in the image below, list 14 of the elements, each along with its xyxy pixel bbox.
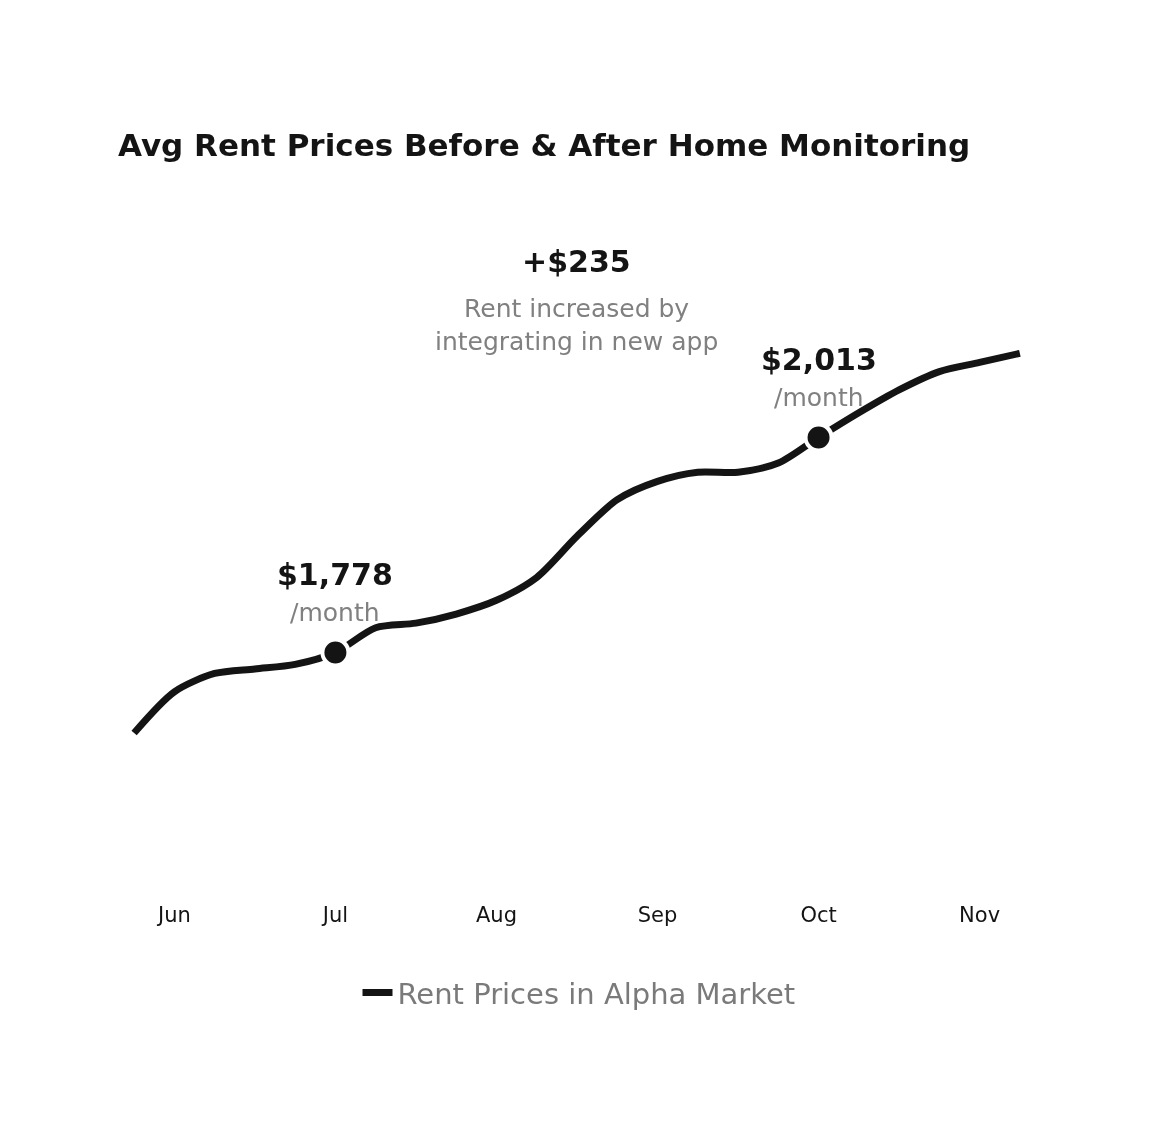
x-tick-label: Sep <box>637 903 678 927</box>
annotation: Rent increased by integrating in new app <box>435 294 719 356</box>
x-tick-label: Jul <box>320 903 349 927</box>
text: +$235 <box>522 244 631 279</box>
x-tick-label: Nov <box>959 903 1001 927</box>
chart-title: Avg Rent Prices Before & After Home Monitoring <box>118 126 971 163</box>
annotation: /month <box>774 383 864 412</box>
x-tick-label: Oct <box>800 903 837 927</box>
data-label: $1,778 <box>277 557 393 592</box>
data-label: $2,013 <box>761 342 877 377</box>
x-tick-label: Jun <box>155 903 191 927</box>
legend-label: Rent Prices in Alpha Market <box>397 976 796 1011</box>
x-tick-label: Aug <box>475 903 517 927</box>
annotation: /month <box>290 598 380 627</box>
